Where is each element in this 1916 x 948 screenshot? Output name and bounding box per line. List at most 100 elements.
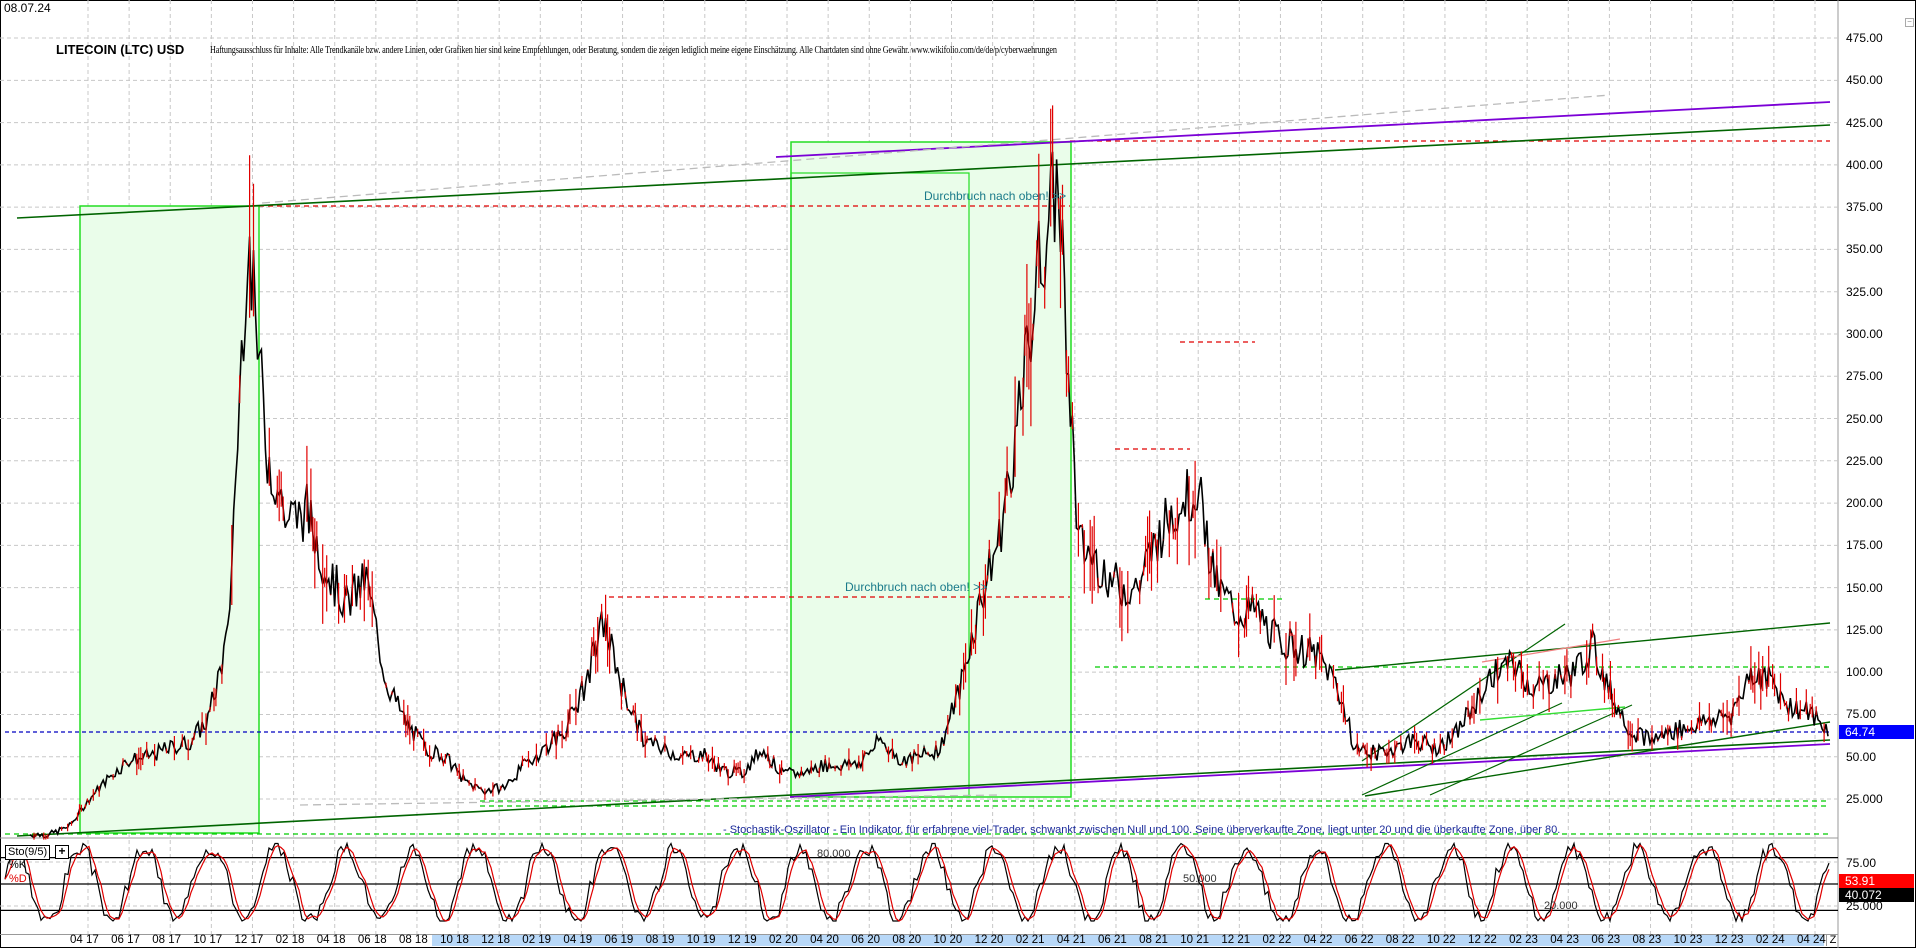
disclaimer-text: Haftungsausschluss für Inhalte: Alle Tre…: [210, 45, 1057, 56]
time-tick-label: 04 23: [1550, 934, 1580, 946]
time-tick-label: 12 17: [234, 934, 264, 946]
stoch-level-50: 50.000: [1183, 873, 1217, 885]
upper-trend-channel: [16, 124, 1831, 219]
time-tick-label: 06 18: [357, 934, 387, 946]
time-tick-label: 08 22: [1385, 934, 1415, 946]
price-tick-label: 250.00: [1846, 411, 1883, 426]
time-tick-label: 06 20: [851, 934, 881, 946]
price-tick-label: 125.00: [1846, 622, 1883, 637]
price-tick-label: 75.00: [1846, 707, 1877, 722]
time-tick-label: 02 21: [1015, 934, 1045, 946]
rising-channel-lower-1: [1361, 702, 1563, 796]
price-tick-label: 475.00: [1846, 31, 1883, 46]
zoom-button[interactable]: Z: [1826, 934, 1839, 946]
price-series-red-candles: [33, 105, 1825, 840]
stoch-axis-25: 25.000: [1846, 899, 1883, 913]
price-tick-label: 25.000: [1846, 792, 1883, 806]
chart-date: 08.07.24: [4, 1, 51, 15]
time-tick-label: 02 20: [769, 934, 798, 946]
mid-trend-channel-top: [1334, 622, 1831, 671]
legend-k: %K: [9, 859, 27, 871]
price-tick-label: 450.00: [1846, 73, 1883, 88]
price-tick-label: 375.00: [1846, 200, 1883, 215]
time-tick-label: 08 21: [1139, 934, 1168, 946]
price-tick-label: 50.00: [1846, 749, 1877, 764]
time-tick-label: 04 19: [563, 934, 593, 946]
price-tick-label: 275.00: [1846, 369, 1883, 384]
time-tick-label: 04 24: [1797, 934, 1826, 946]
price-tick-label: 200.00: [1846, 496, 1883, 511]
time-tick-label: 04 17: [70, 934, 99, 946]
price-tick-label: 425.00: [1846, 115, 1883, 130]
green-zone-2020-2021: [790, 141, 1072, 798]
stoch-d-value-tag: 53.91: [1839, 874, 1914, 888]
add-indicator-button[interactable]: +: [55, 845, 69, 859]
time-tick-label: 08 19: [645, 934, 675, 946]
time-tick-label: 12 18: [481, 934, 510, 946]
time-axis[interactable]: [0, 934, 1838, 947]
upper-gray-dashed-trendline: [261, 94, 1611, 204]
time-tick-label: 12 20: [974, 934, 1004, 946]
time-tick-label: 12 21: [1221, 934, 1251, 946]
stoch-k-value-tag: 40.072: [1839, 888, 1914, 902]
mid-support-line: [1364, 721, 1831, 797]
time-tick-label: 06 19: [604, 934, 634, 946]
price-series: [29, 151, 1829, 839]
time-tick-label: 10 22: [1426, 934, 1456, 946]
light-green-support: [1479, 706, 1626, 721]
price-tick-label: 175.00: [1846, 538, 1883, 553]
stoch-d-line: [4, 843, 1830, 922]
time-tick-label: 06 22: [1344, 934, 1374, 946]
time-tick-label: 04 21: [1056, 934, 1086, 946]
time-tick-label: 06 17: [111, 934, 140, 946]
time-tick-label: 12 22: [1468, 934, 1497, 946]
price-tick-label: 150.00: [1846, 580, 1883, 595]
time-tick-label: 06 23: [1591, 934, 1621, 946]
lower-purple-trendline: [789, 743, 1831, 798]
time-tick-label: 04 22: [1303, 934, 1333, 946]
collapse-pane-button[interactable]: −: [1905, 18, 1914, 27]
time-tick-label: 06 21: [1097, 934, 1127, 946]
time-tick-label: 02 22: [1262, 934, 1292, 946]
time-tick-label: 08 23: [1632, 934, 1662, 946]
time-tick-label: 02 18: [275, 934, 305, 946]
upper-purple-trendline: [775, 101, 1831, 158]
time-tick-label: 08 17: [152, 934, 182, 946]
time-tick-label: 10 23: [1673, 934, 1703, 946]
green-zone-2017: [79, 205, 260, 834]
chart-title: LITECOIN (LTC) USD: [56, 42, 185, 57]
time-tick-label: 02 19: [522, 934, 552, 946]
time-tick-label: 02 23: [1509, 934, 1538, 946]
indicator-name-box[interactable]: Sto(9/5): [5, 845, 51, 860]
stochastic-note: - Stochastik-Oszillator - Ein Indikator,…: [723, 824, 1561, 836]
time-tick-label: 10 21: [1180, 934, 1209, 946]
rising-channel-upper: [1361, 623, 1566, 762]
time-axis-selection[interactable]: [432, 935, 1824, 946]
time-tick-label: 10 20: [933, 934, 963, 946]
price-tick-label: 350.00: [1846, 242, 1883, 257]
breakout-annotation-2021: Durchbruch nach oben! >>: [924, 189, 1067, 203]
time-tick-label: 10 19: [686, 934, 716, 946]
time-tick-label: 08 18: [398, 934, 428, 946]
rising-channel-lower-2: [1429, 704, 1633, 796]
time-tick-label: 02 24: [1755, 934, 1785, 946]
salmon-resistance: [1481, 638, 1621, 663]
price-tick-label: 100.00: [1846, 665, 1883, 680]
time-tick-label: 08 20: [892, 934, 922, 946]
legend-d: %D: [9, 873, 27, 885]
time-tick-label: 04 18: [316, 934, 346, 946]
time-tick-label: 12 23: [1714, 934, 1744, 946]
time-tick-label: 10 18: [440, 934, 469, 946]
breakout-annotation-2020: Durchbruch nach oben! >>: [845, 580, 988, 594]
price-tick-label: 225.00: [1846, 453, 1883, 468]
stoch-level-20: 20.000: [1544, 900, 1578, 912]
stoch-level-80: 80.000: [817, 848, 851, 860]
time-tick-label: 12 19: [727, 934, 757, 946]
time-tick-label: 04 20: [810, 934, 839, 946]
time-tick-label: 10 17: [193, 934, 223, 946]
stoch-axis-75: 75.00: [1846, 856, 1877, 870]
current-price-tag: 64.74: [1839, 725, 1914, 739]
lower-trend-channel: [16, 739, 1831, 837]
price-tick-label: 325.00: [1846, 284, 1883, 299]
